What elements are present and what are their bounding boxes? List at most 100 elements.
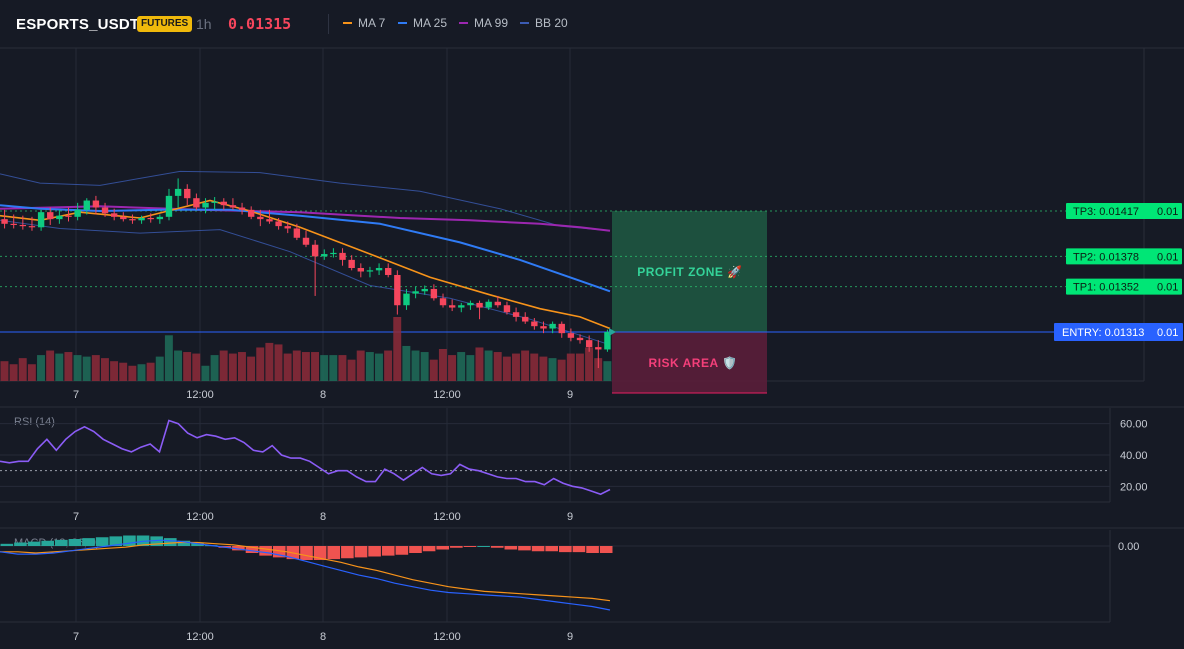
volume-bar: [219, 350, 228, 381]
candle-body: [503, 305, 511, 313]
symbol-name[interactable]: ESPORTS_USDT: [16, 16, 140, 33]
candle-body: [37, 212, 45, 228]
candle-body: [321, 254, 328, 257]
candle-body: [47, 212, 54, 220]
legend-item-ma99[interactable]: MA 99: [459, 16, 508, 30]
tp1-tag: [1066, 278, 1182, 295]
candle-body: [421, 288, 428, 292]
volume-bar: [484, 350, 493, 381]
last-price: 0.01315: [228, 15, 292, 33]
volume-bar: [375, 353, 383, 381]
volume-bar: [174, 350, 182, 381]
candle-body: [101, 207, 109, 214]
legend-item-ma25[interactable]: MA 25: [398, 16, 447, 30]
candle-body: [430, 288, 438, 299]
macd-histogram-bar: [54, 539, 68, 546]
volume-bar: [329, 355, 338, 381]
macd-histogram-bar: [245, 546, 259, 553]
macd-histogram-bar: [518, 546, 531, 551]
macd-histogram-bar: [599, 546, 613, 553]
candle-body: [394, 274, 401, 306]
macd-histogram-bar: [572, 546, 586, 553]
risk-area-label: RISK AREA 🛡️: [649, 356, 738, 370]
candle-body: [56, 215, 63, 220]
candle-body: [576, 337, 584, 341]
rsi-y-tick-2: 20.00: [1120, 481, 1148, 493]
volume-bar: [18, 358, 27, 381]
volume-bar: [347, 359, 356, 381]
volume-bar: [603, 361, 612, 381]
volume-bar: [575, 353, 584, 381]
volume-bar: [64, 352, 73, 381]
rsi-line: [0, 419, 611, 496]
legend-item-bb20[interactable]: BB 20: [520, 16, 568, 30]
candle-body: [120, 216, 127, 220]
candle-body: [339, 252, 346, 260]
tp1-tag-label: TP1: 0.01352: [1073, 282, 1139, 294]
legend-item-ma7[interactable]: MA 7: [343, 16, 385, 30]
volume-bar: [0, 361, 9, 381]
macd-histogram-bar: [586, 546, 599, 553]
volume-bar: [164, 335, 173, 381]
legend-label-bb20: BB 20: [535, 16, 568, 30]
volume-bar: [338, 355, 347, 381]
candle-body: [165, 195, 173, 217]
x-tick-rsi-0: 7: [73, 511, 79, 523]
ma25-line: [0, 204, 611, 293]
macd-histogram-bar: [531, 546, 545, 552]
volume-bar: [265, 342, 274, 381]
volume-bar: [548, 358, 557, 381]
candle-body: [439, 298, 447, 306]
volume-bar: [466, 355, 475, 381]
candle-body: [138, 217, 145, 221]
volume-bar: [274, 344, 283, 381]
macd-histogram-bar: [463, 546, 477, 547]
tp2-tag-label: TP2: 0.01378: [1073, 251, 1139, 263]
candle-body: [357, 268, 365, 272]
x-tick-macd-1: 12:00: [186, 631, 214, 643]
volume-bar: [27, 364, 36, 381]
candle-body: [522, 316, 529, 322]
candle-body: [549, 323, 556, 329]
candle-body: [211, 201, 218, 203]
macd-histogram-bar: [177, 540, 191, 546]
candle-body: [284, 226, 291, 229]
volume-bar: [521, 350, 530, 381]
x-tick-main-4: 9: [567, 389, 573, 401]
macd-histogram-bar: [123, 535, 136, 546]
header-divider: [328, 14, 329, 34]
macd-histogram-bar: [150, 536, 163, 546]
candle-body: [585, 340, 593, 348]
candle-body: [275, 221, 282, 227]
volume-bar: [402, 345, 411, 381]
ma99-line: [0, 205, 611, 232]
volume-bar: [365, 352, 374, 381]
entry-marker-arrow: [609, 328, 616, 336]
candle-body: [147, 217, 154, 220]
candle-body: [83, 200, 90, 210]
timeframe-label[interactable]: 1h: [196, 16, 212, 32]
volume-bar: [73, 355, 82, 381]
macd-histogram-bar: [95, 537, 109, 546]
macd-histogram-bar: [341, 546, 354, 559]
legend-label-ma99: MA 99: [474, 16, 509, 30]
profit-zone: [612, 211, 767, 332]
macd-histogram-bar: [490, 546, 504, 548]
candle-body: [540, 326, 547, 329]
candle-body: [184, 188, 191, 199]
candle-body: [375, 268, 383, 271]
candle-body: [604, 332, 611, 350]
macd-histogram-bar: [0, 543, 14, 546]
candle-body: [174, 188, 182, 196]
risk-area: [612, 332, 767, 393]
macd-histogram-bar: [409, 546, 422, 553]
ma7-line: [0, 199, 611, 330]
rsi-y-tick-1: 40.00: [1120, 450, 1148, 462]
candle-body: [92, 200, 100, 208]
macd-signal-line: [0, 541, 611, 602]
volume-bar: [91, 355, 100, 381]
volume-bar: [320, 355, 329, 381]
volume-bar: [493, 352, 502, 381]
volume-bar: [128, 365, 137, 381]
